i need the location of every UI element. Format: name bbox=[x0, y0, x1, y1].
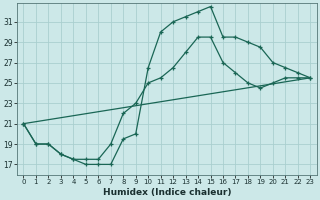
X-axis label: Humidex (Indice chaleur): Humidex (Indice chaleur) bbox=[103, 188, 231, 197]
